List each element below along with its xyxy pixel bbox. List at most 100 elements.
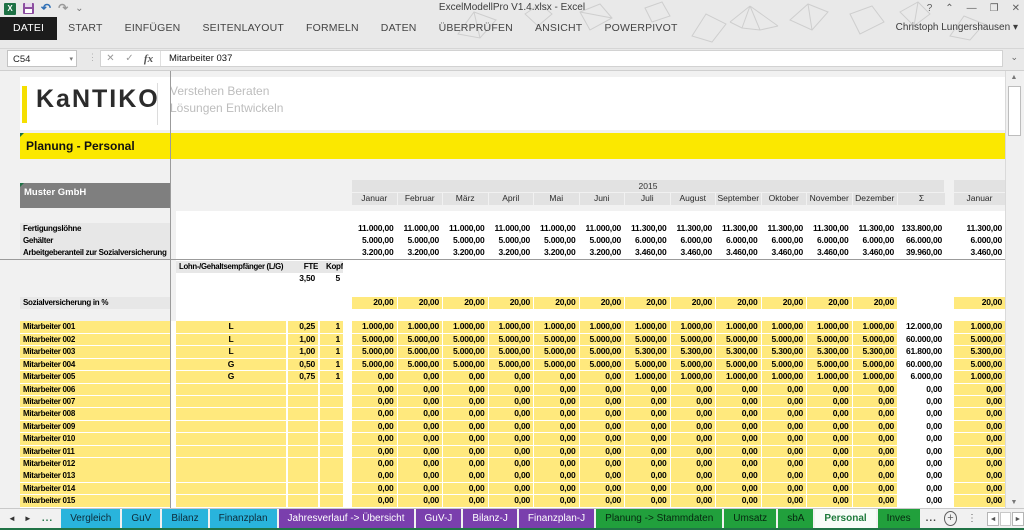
value-cell[interactable]: 5.300,00: [852, 346, 897, 358]
value-cell[interactable]: 1.000,00: [852, 321, 897, 333]
value-cell[interactable]: 1.000,00: [488, 321, 533, 333]
scroll-up-icon[interactable]: ▲: [1010, 74, 1018, 81]
value-cell[interactable]: 0,00: [397, 470, 442, 482]
value-cell[interactable]: 0,00: [852, 408, 897, 420]
kopf-cell[interactable]: [320, 383, 343, 395]
value-cell[interactable]: 1.000,00: [443, 321, 488, 333]
ribbon-tab-powerpivot[interactable]: POWERPIVOT: [604, 22, 678, 34]
value-cell[interactable]: 0,00: [352, 433, 397, 445]
lg-cell[interactable]: [176, 445, 286, 458]
value-cell[interactable]: 0,00: [579, 482, 624, 495]
minimize-icon[interactable]: —: [966, 3, 977, 14]
month-header[interactable]: Dezember: [852, 193, 897, 205]
value-cell[interactable]: 0,00: [488, 495, 533, 507]
value-cell[interactable]: 1.000,00: [852, 371, 897, 383]
year-header[interactable]: 2015: [352, 180, 944, 192]
sum-cell[interactable]: 0,00: [926, 420, 942, 431]
kopf-header[interactable]: Kopf: [320, 261, 343, 273]
value-cell[interactable]: 3.460,00: [817, 247, 849, 257]
value-cell[interactable]: 1.000,00: [534, 321, 579, 333]
next-year-cell[interactable]: 0,00: [954, 445, 1005, 458]
value-cell[interactable]: 5.000,00: [397, 333, 442, 346]
fte-cell[interactable]: [288, 482, 318, 495]
value-cell[interactable]: 0,00: [443, 482, 488, 495]
value-cell[interactable]: 0,00: [579, 458, 624, 470]
value-cell[interactable]: 0,00: [807, 482, 852, 495]
kopf-cell[interactable]: [320, 408, 343, 420]
lg-cell[interactable]: L: [176, 333, 286, 346]
row-label[interactable]: Arbeitgeberanteil zur Sozialversicherung: [20, 247, 170, 259]
employee-label[interactable]: Mitarbeiter 013: [20, 470, 170, 482]
sheet-tab-guv[interactable]: GuV: [122, 509, 161, 528]
value-cell[interactable]: 0,00: [352, 445, 397, 458]
formula-bar-expand-icon[interactable]: ⌄: [1010, 52, 1018, 62]
next-year-cell[interactable]: 20,00: [954, 297, 1005, 309]
next-year-cell[interactable]: 5.300,00: [954, 346, 1005, 358]
next-year-cell[interactable]: 6.000,00: [970, 235, 1003, 245]
value-cell[interactable]: 0,00: [625, 383, 670, 395]
value-cell[interactable]: 1.000,00: [670, 371, 715, 383]
value-cell[interactable]: 5.000,00: [544, 235, 576, 245]
value-cell[interactable]: 0,00: [670, 470, 715, 482]
value-cell[interactable]: 3.460,00: [862, 247, 895, 257]
fte-cell[interactable]: [288, 445, 318, 458]
value-cell[interactable]: 0,00: [716, 383, 761, 395]
value-cell[interactable]: 11.000,00: [585, 223, 621, 233]
value-cell[interactable]: 5.000,00: [579, 358, 624, 371]
value-cell[interactable]: 5.000,00: [443, 346, 488, 358]
value-cell[interactable]: 5.000,00: [352, 358, 397, 371]
employee-label[interactable]: Mitarbeiter 010: [20, 433, 170, 445]
row-label[interactable]: Sozialversicherung in %: [20, 297, 170, 309]
value-cell[interactable]: 1.000,00: [761, 321, 806, 333]
employee-label[interactable]: Mitarbeiter 014: [20, 482, 170, 495]
undo-icon[interactable]: ↶: [41, 1, 52, 15]
value-cell[interactable]: 20,00: [761, 297, 806, 309]
value-cell[interactable]: 0,00: [716, 433, 761, 445]
value-cell[interactable]: 3.200,00: [362, 247, 394, 257]
value-cell[interactable]: 0,00: [716, 470, 761, 482]
value-cell[interactable]: 0,00: [716, 495, 761, 507]
kopf-cell[interactable]: 1: [320, 321, 343, 333]
horizontal-scrollbar-thumb[interactable]: [1000, 511, 1011, 526]
value-cell[interactable]: 0,00: [488, 420, 533, 433]
employee-label[interactable]: Mitarbeiter 006: [20, 383, 170, 395]
lg-cell[interactable]: [176, 433, 286, 445]
value-cell[interactable]: 0,00: [670, 395, 715, 408]
month-header[interactable]: Juli: [625, 193, 670, 205]
value-cell[interactable]: 0,00: [397, 371, 442, 383]
value-cell[interactable]: 0,00: [443, 408, 488, 420]
next-year-cell[interactable]: 0,00: [954, 458, 1005, 470]
sum-cell[interactable]: 60.000,00: [905, 333, 942, 344]
value-cell[interactable]: 0,00: [534, 458, 579, 470]
help-icon[interactable]: ?: [926, 3, 933, 14]
lg-cell[interactable]: [176, 420, 286, 433]
value-cell[interactable]: 3.460,00: [680, 247, 713, 257]
value-cell[interactable]: 0,00: [352, 482, 397, 495]
sheet-tab-vergleich[interactable]: Vergleich: [61, 509, 121, 528]
sheet-tab-bilanz[interactable]: Bilanz: [162, 509, 208, 528]
lg-cell[interactable]: [176, 408, 286, 420]
kopf-cell[interactable]: [320, 420, 343, 433]
value-cell[interactable]: 0,00: [443, 433, 488, 445]
fte-cell[interactable]: 0,25: [288, 321, 318, 333]
ribbon-tab-formeln[interactable]: FORMELN: [306, 22, 359, 34]
sum-cell[interactable]: 0,00: [926, 383, 942, 394]
sheet-tab-finanzplan[interactable]: Finanzplan: [209, 509, 277, 528]
value-cell[interactable]: 5.000,00: [670, 358, 715, 371]
value-cell[interactable]: 0,00: [352, 408, 397, 420]
sheet-nav-right-icon[interactable]: ►: [23, 514, 32, 523]
value-cell[interactable]: 0,00: [807, 458, 852, 470]
fte-cell[interactable]: [288, 470, 318, 482]
value-cell[interactable]: 3.200,00: [544, 247, 576, 257]
fte-cell[interactable]: [288, 433, 318, 445]
lg-cell[interactable]: [176, 395, 286, 408]
lg-cell[interactable]: [176, 458, 286, 470]
redo-icon[interactable]: ↷: [58, 1, 69, 15]
value-cell[interactable]: 0,00: [352, 458, 397, 470]
value-cell[interactable]: 0,00: [397, 445, 442, 458]
value-cell[interactable]: 0,00: [443, 420, 488, 433]
value-cell[interactable]: 5.000,00: [397, 346, 442, 358]
value-cell[interactable]: 11.300,00: [858, 223, 894, 233]
month-header[interactable]: Februar: [397, 193, 442, 205]
month-header[interactable]: September: [716, 193, 761, 205]
